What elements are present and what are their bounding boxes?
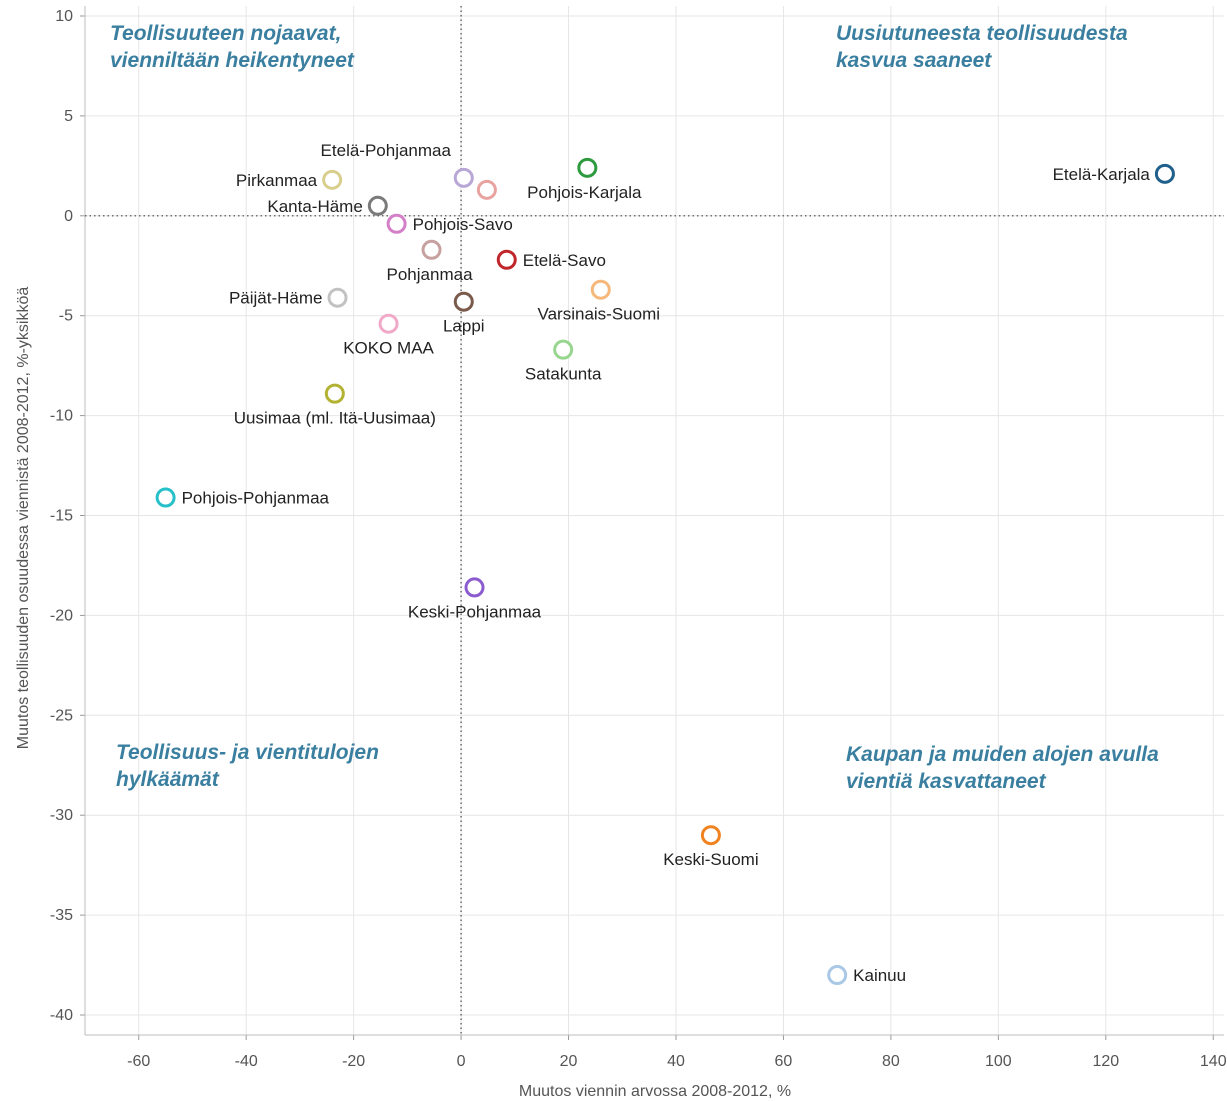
quadrant-labels: Teollisuuteen nojaavat, vienniltään heike… bbox=[110, 22, 1159, 793]
point-unlabeled-3 bbox=[476, 179, 497, 200]
point-label-kanta-hame: Kanta-Häme bbox=[267, 197, 362, 216]
point-label-satakunta: Satakunta bbox=[525, 365, 602, 384]
y-tick-label: -40 bbox=[50, 1007, 73, 1024]
y-tick-label: -15 bbox=[50, 508, 73, 525]
point-label-pohjois-pohjanmaa: Pohjois-Pohjanmaa bbox=[182, 489, 330, 508]
point-label-kainuu: Kainuu bbox=[853, 966, 906, 985]
x-tick-label: 140 bbox=[1200, 1053, 1227, 1070]
data-points bbox=[155, 157, 1175, 986]
point-label-etela-savo: Etelä-Savo bbox=[523, 251, 606, 270]
point-pirkanmaa bbox=[322, 169, 343, 190]
point-keski-pohjanmaa bbox=[464, 577, 485, 598]
point-label-pohjanmaa: Pohjanmaa bbox=[387, 265, 474, 284]
y-tick-label: 0 bbox=[64, 208, 73, 225]
axes: -60 -40 -20 0 20 40 60 80 100 120 140 10 5 0 -5 -10 -15 -… bbox=[50, 6, 1227, 1070]
point-kanta-hame bbox=[367, 195, 388, 216]
x-tick-label: 20 bbox=[560, 1053, 578, 1070]
point-label-etela-karjala: Etelä-Karjala bbox=[1053, 165, 1151, 184]
y-axis-title: Muutos teollisuuden osuudessa viennistä … bbox=[15, 287, 32, 750]
x-tick-label: -40 bbox=[235, 1053, 258, 1070]
point-uusimaa-ml-ita-uusimaa bbox=[324, 383, 345, 404]
quadrant-label-top-left: vienniltään heikentyneet bbox=[110, 49, 355, 72]
x-tick-label: 40 bbox=[667, 1053, 685, 1070]
point-label-varsinais-suomi: Varsinais-Suomi bbox=[538, 305, 661, 324]
point-label-pohjois-karjala: Pohjois-Karjala bbox=[527, 183, 642, 202]
y-tick-label: -30 bbox=[50, 807, 73, 824]
point-pohjois-savo bbox=[386, 213, 407, 234]
x-tick-label: 120 bbox=[1092, 1053, 1119, 1070]
x-tick-label: 60 bbox=[775, 1053, 793, 1070]
x-tick-label: 80 bbox=[882, 1053, 900, 1070]
point-etela-pohjanmaa bbox=[453, 167, 474, 188]
point-pohjois-karjala bbox=[577, 157, 598, 178]
point-pohjois-pohjanmaa bbox=[155, 487, 176, 508]
x-tick-label: 100 bbox=[985, 1053, 1012, 1070]
point-satakunta bbox=[553, 339, 574, 360]
y-tick-label: -10 bbox=[50, 408, 73, 425]
y-tick-label: -35 bbox=[50, 907, 73, 924]
point-label-lappi: Lappi bbox=[443, 317, 485, 336]
quadrant-label-bottom-left: Teollisuus- ja vientitulojen bbox=[116, 741, 379, 764]
y-tick-label: -5 bbox=[59, 308, 73, 325]
grid bbox=[85, 6, 1224, 1035]
point-koko-maa bbox=[378, 313, 399, 334]
point-etela-karjala bbox=[1154, 163, 1175, 184]
point-varsinais-suomi bbox=[590, 279, 611, 300]
x-tick-label: 0 bbox=[457, 1053, 466, 1070]
point-label-etela-pohjanmaa: Etelä-Pohjanmaa bbox=[321, 141, 452, 160]
quadrant-label-bottom-right: vientiä kasvattaneet bbox=[846, 770, 1047, 793]
point-etela-savo bbox=[496, 249, 517, 270]
point-keski-suomi bbox=[700, 825, 721, 846]
quadrant-label-bottom-right: Kaupan ja muiden alojen avulla bbox=[846, 743, 1159, 766]
quadrant-label-top-right: Uusiutuneesta teollisuudesta bbox=[836, 22, 1128, 45]
point-label-keski-suomi: Keski-Suomi bbox=[663, 850, 758, 869]
quadrant-label-top-right: kasvua saaneet bbox=[836, 49, 992, 72]
y-tick-label: -25 bbox=[50, 707, 73, 724]
point-labels: Etelä-Karjala Etelä-Pohjanmaa Pohjois-Karj… bbox=[182, 141, 1151, 985]
quadrant-label-top-left: Teollisuuteen nojaavat, bbox=[110, 22, 341, 45]
point-label-pohjois-savo: Pohjois-Savo bbox=[413, 215, 513, 234]
y-tick-label: -20 bbox=[50, 607, 73, 624]
point-label-pirkanmaa: Pirkanmaa bbox=[236, 171, 318, 190]
point-label-koko-maa: KOKO MAA bbox=[343, 339, 434, 358]
x-axis-title: Muutos viennin arvossa 2008-2012, % bbox=[519, 1083, 791, 1100]
y-tick-label: 5 bbox=[64, 108, 73, 125]
quadrant-label-bottom-left: hylkäämät bbox=[116, 768, 220, 791]
point-lappi bbox=[453, 291, 474, 312]
point-pohjanmaa bbox=[421, 239, 442, 260]
point-label-keski-pohjanmaa: Keski-Pohjanmaa bbox=[408, 602, 542, 621]
x-tick-label: -60 bbox=[127, 1053, 150, 1070]
y-tick-label: 10 bbox=[55, 8, 73, 25]
point-label-paijat-hame: Päijät-Häme bbox=[229, 289, 323, 308]
point-label-uusimaa-ml-ita-uusimaa: Uusimaa (ml. Itä-Uusimaa) bbox=[234, 409, 436, 428]
x-tick-label: -20 bbox=[342, 1053, 365, 1070]
point-kainuu bbox=[827, 965, 848, 986]
point-paijat-hame bbox=[327, 287, 348, 308]
